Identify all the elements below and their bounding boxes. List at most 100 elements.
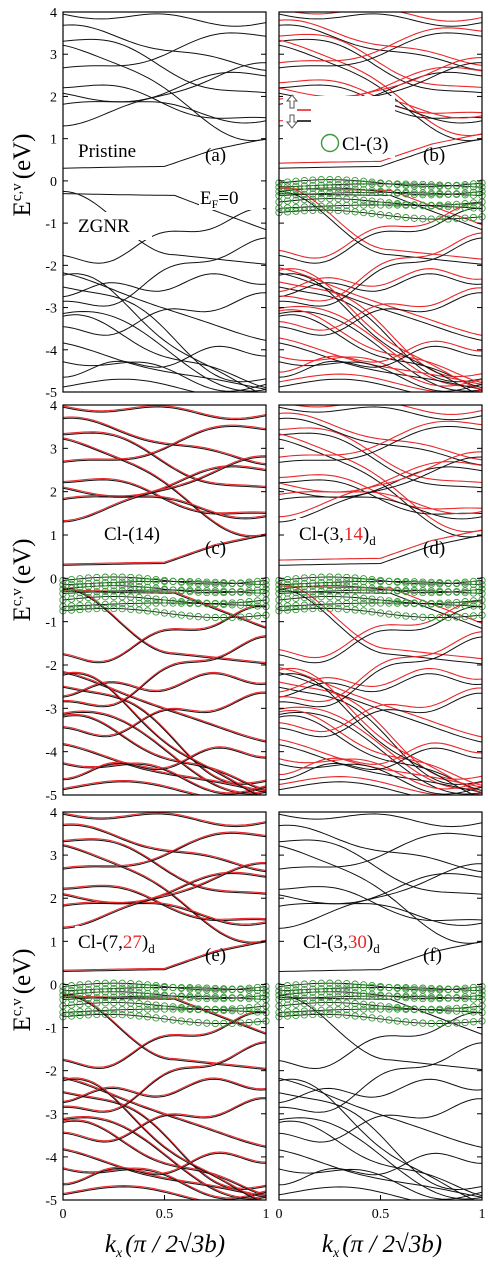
band-up-e-21 — [63, 1151, 266, 1185]
y-tick-label: 3 — [50, 48, 57, 63]
cl-orbital-marker — [177, 611, 186, 619]
cl-orbital-marker — [135, 999, 143, 1008]
cl-orbital-marker — [300, 185, 309, 193]
cl-orbital-marker — [376, 201, 385, 209]
cl-orbital-marker — [143, 1013, 152, 1021]
cl-orbital-marker — [93, 1007, 101, 1015]
cl-orbital-marker — [452, 579, 461, 588]
cl-orbital-marker — [220, 587, 228, 596]
cl-orbital-marker — [359, 208, 368, 217]
band-down-f-16 — [279, 1117, 482, 1200]
cl-orbital-marker — [351, 574, 359, 582]
cl-band-d-6 — [279, 607, 482, 619]
band-down-c-8 — [63, 456, 266, 523]
cl-orbital-marker — [203, 587, 211, 595]
cl-orbital-marker — [359, 992, 368, 1000]
cl-orbital-marker — [368, 599, 376, 607]
band-up-c-8 — [63, 455, 266, 522]
band-down-f-12 — [279, 1012, 482, 1070]
band-down-f-11 — [279, 994, 482, 1071]
cl-orbital-marker — [84, 985, 93, 994]
cl-orbital-marker — [309, 1010, 317, 1019]
cl-orbital-marker — [169, 992, 177, 1000]
cl-orbital-marker — [211, 984, 219, 993]
cl-orbital-marker — [253, 586, 262, 594]
cl-orbital-marker — [452, 1004, 461, 1013]
band-down-e-4 — [63, 832, 266, 870]
cl-orbital-marker — [84, 574, 93, 582]
band-down-f-6 — [279, 894, 482, 926]
cl-orbital-marker — [292, 1007, 300, 1016]
cl-orbital-marker — [84, 605, 93, 613]
y-axis-label-row2: Ec,v(eV) — [9, 538, 36, 621]
band-up-e-18 — [63, 1096, 266, 1142]
cl-orbital-marker — [228, 579, 236, 587]
cl-orbital-marker — [309, 988, 317, 996]
cl-orbital-marker — [368, 608, 376, 616]
svg-text:Ec,v(eV): Ec,v(eV) — [9, 133, 36, 216]
band-up-e-19 — [63, 1148, 266, 1197]
cl-orbital-marker — [228, 1007, 236, 1015]
cl-orbital-marker — [186, 992, 194, 1000]
band-down-c-16 — [63, 711, 266, 795]
cl-orbital-marker — [93, 979, 101, 988]
y-tick-label: -4 — [45, 344, 57, 359]
band-down-d-15 — [279, 673, 482, 698]
band-up-d-13 — [279, 666, 482, 738]
cl-orbital-marker — [469, 589, 478, 597]
band-up-b-16 — [279, 305, 482, 387]
band-up-c-1 — [63, 416, 266, 465]
cl-orbital-marker — [211, 600, 219, 608]
cl-orbital-marker — [84, 999, 93, 1008]
y-tick-label: 2 — [50, 486, 57, 501]
cl-orbital-marker — [292, 191, 300, 199]
cl-orbital-marker — [253, 986, 262, 995]
cl-orbital-marker — [461, 588, 469, 597]
cl-orbital-marker — [402, 201, 410, 209]
cl-orbital-marker — [368, 1014, 376, 1022]
y-tick-label: 4 — [50, 399, 57, 414]
cl-orbital-marker — [152, 992, 160, 1000]
cl-orbital-marker — [385, 1016, 393, 1024]
cl-orbital-marker — [143, 583, 152, 592]
band-down-a-20 — [63, 361, 266, 392]
cl-orbital-marker — [236, 994, 245, 1002]
cl-orbital-marker — [436, 993, 444, 1002]
cl-orbital-marker — [292, 1000, 300, 1008]
cl-orbital-marker — [444, 985, 452, 993]
cl-orbital-marker — [245, 598, 253, 606]
band-down-f-19 — [279, 1149, 482, 1198]
cl-orbital-marker — [300, 593, 309, 602]
band-up-e-16 — [63, 1115, 266, 1199]
band-down-f-13 — [279, 1077, 482, 1148]
cl-orbital-marker — [359, 989, 368, 998]
band-up-d-23 — [279, 667, 482, 794]
cl-orbital-marker — [419, 994, 427, 1003]
band-down-f-17 — [279, 1120, 482, 1197]
cl-orbital-marker — [203, 578, 211, 586]
band-up-e-0 — [63, 812, 266, 826]
x-tick-label: 0.5 — [156, 1207, 174, 1222]
cl-orbital-marker — [169, 1003, 177, 1011]
cl-orbital-marker — [283, 1012, 292, 1020]
band-up-c-9 — [63, 533, 266, 565]
cl-orbital-marker — [469, 992, 478, 1000]
cl-orbital-marker — [326, 993, 334, 1001]
cl-orbital-marker — [343, 582, 351, 590]
cl-orbital-marker — [135, 992, 143, 1000]
cl-orbital-marker — [67, 1001, 76, 1009]
cl-orbital-marker — [309, 190, 317, 198]
band-up-b-23 — [279, 268, 482, 391]
y-tick-label: -1 — [45, 616, 57, 631]
band-down-d-16 — [279, 711, 482, 795]
cl-orbital-marker — [427, 993, 435, 1001]
cl-orbital-marker — [186, 1018, 194, 1026]
cl-orbital-marker — [127, 1011, 135, 1019]
band-down-c-2 — [63, 432, 266, 489]
cl-orbital-marker — [169, 577, 177, 586]
cl-orbital-marker — [436, 613, 444, 622]
cl-orbital-marker — [236, 985, 245, 994]
cl-orbital-marker — [211, 587, 219, 595]
band-down-d-21 — [279, 747, 482, 781]
cl-orbital-marker — [334, 202, 342, 210]
